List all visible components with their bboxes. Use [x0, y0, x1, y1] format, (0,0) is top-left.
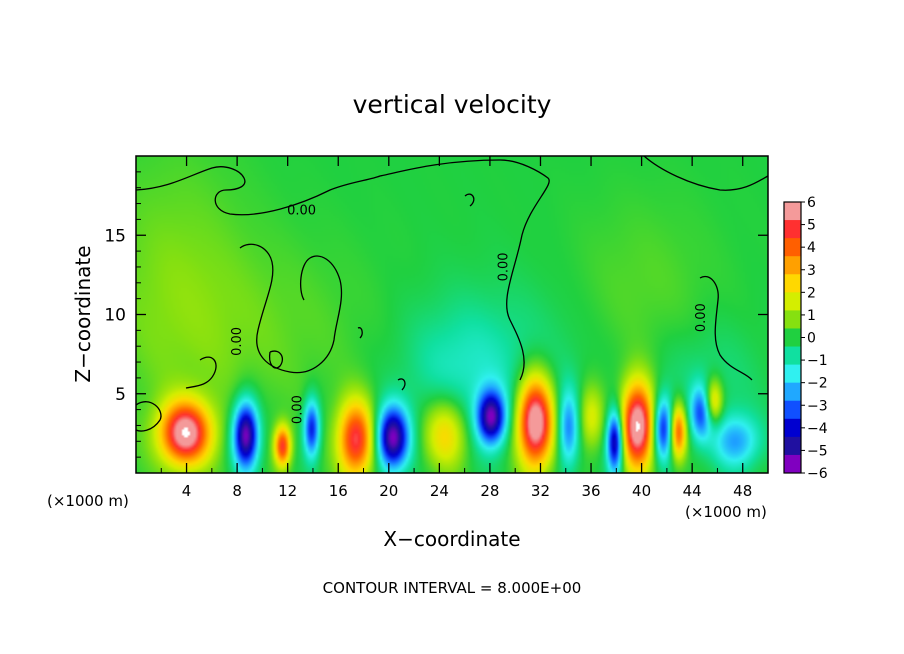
colorbar-swatch: [784, 400, 801, 420]
contour-line: [357, 327, 363, 339]
contour-label: 0.00: [497, 252, 512, 281]
contour-label: 0.00: [694, 303, 709, 332]
colorbar-swatch: [784, 436, 801, 456]
y-tick-label: 5: [115, 385, 126, 405]
x-tick-label: 8: [232, 482, 242, 500]
colorbar-swatch: [784, 418, 801, 438]
x-tick-label: 44: [683, 482, 702, 500]
zero-contour-lines: [135, 155, 769, 432]
colorbar-tick-label: −2: [807, 376, 828, 392]
x-tick-label: 28: [480, 482, 499, 500]
contour-line: [464, 193, 475, 207]
colorbar-swatch: [784, 274, 801, 293]
x-tick-label: 20: [379, 482, 398, 500]
contour-line: [185, 356, 217, 389]
x-tick-label: 32: [531, 482, 550, 500]
x-tick-label: 40: [632, 482, 651, 500]
colorbar-tick-label: −3: [807, 398, 828, 414]
contour-line: [268, 350, 284, 369]
colorbar-tick-label: −5: [807, 443, 828, 459]
colorbar-swatch: [784, 382, 801, 402]
contour-line: [135, 401, 162, 432]
chart-title: vertical velocity: [353, 90, 552, 119]
colorbar-swatch: [784, 454, 801, 474]
colorbar-swatch: [784, 256, 801, 275]
contour-labels: 0.00 0.00 0.00 0.00 0.00: [230, 204, 709, 424]
y-axis: 5 10 15: [104, 171, 768, 458]
y-axis-label: Z−coordinate: [71, 245, 95, 382]
contour-line: [239, 243, 343, 374]
y-tick-label: 10: [104, 306, 126, 326]
x-axis: 4 8 12 16 20 24 28 32 36 40 44 48: [160, 156, 752, 500]
contour-label: 0.00: [230, 327, 245, 356]
x-tick-label: 48: [733, 482, 752, 500]
colorbar-swatch: [784, 364, 801, 384]
colorbar-tick-label: 6: [807, 195, 816, 211]
colorbar-tick-label: −6: [807, 466, 828, 482]
colorbar-tick-label: 3: [807, 263, 816, 279]
x-unit-left: (×1000 m): [47, 492, 129, 510]
colorbar-tick-label: −4: [807, 421, 828, 437]
colorbar-swatch: [784, 310, 801, 329]
y-tick-label: 15: [104, 226, 126, 246]
heatmap: [136, 156, 768, 473]
colorbar-tick-label: 4: [807, 240, 816, 256]
contour-line: [135, 159, 550, 381]
contour-label: 0.00: [287, 204, 316, 219]
colorbar-swatch: [784, 328, 801, 348]
contour-interval-note: CONTOUR INTERVAL = 8.000E+00: [323, 579, 582, 597]
contour-label: 0.00: [291, 395, 306, 424]
colorbar-tick-label: 5: [807, 218, 816, 234]
colorbar: 6 5 4 3 2 1 0 −1 −2 −3 −4 −5 −6: [783, 195, 828, 482]
colorbar-swatch: [784, 220, 801, 239]
plot-area: 0.000.000.000.000.00 4 8 12 16 20 24 28 32 36 40 4…: [104, 155, 769, 500]
colorbar-tick-label: 1: [807, 308, 816, 324]
colorbar-swatch: [784, 238, 801, 257]
x-tick-label: 24: [430, 482, 449, 500]
x-unit-right: (×1000 m): [685, 503, 767, 521]
x-tick-label: 12: [278, 482, 297, 500]
x-tick-label: 16: [329, 482, 348, 500]
colorbar-tick-label: −1: [807, 353, 828, 369]
colorbar-swatch: [784, 346, 801, 366]
contour-line: [699, 275, 753, 381]
colorbar-swatch: [784, 292, 801, 311]
contour-line: [643, 155, 769, 191]
colorbar-swatch: [784, 202, 801, 221]
x-tick-label: 4: [182, 482, 192, 500]
x-axis-label: X−coordinate: [383, 527, 520, 551]
contour-line: [397, 378, 406, 391]
colorbar-tick-label: 0: [807, 331, 816, 347]
x-tick-label: 36: [581, 482, 600, 500]
colorbar-tick-label: 2: [807, 285, 816, 301]
